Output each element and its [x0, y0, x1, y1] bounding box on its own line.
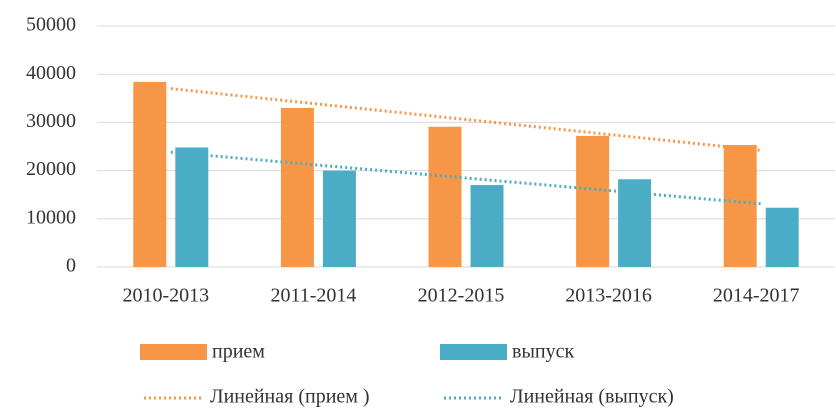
legend-label: прием [212, 341, 265, 363]
bar [280, 107, 314, 267]
bar [576, 135, 610, 267]
x-tick-label: 2014-2017 [713, 285, 800, 307]
legend-label: Линейная (выпуск) [510, 386, 674, 408]
y-tick-label: 40000 [26, 62, 76, 84]
y-tick-label: 30000 [26, 110, 76, 132]
x-tick-label: 2013-2016 [565, 285, 652, 307]
trendline [170, 150, 762, 206]
legend-swatch [140, 344, 207, 360]
legend-label: Линейная (прием ) [210, 386, 370, 408]
bar [133, 81, 167, 267]
x-tick-label: 2012-2015 [418, 285, 505, 307]
legend-swatch [440, 344, 507, 360]
bar [175, 147, 209, 267]
x-tick-label: 2010-2013 [122, 285, 209, 307]
bar [723, 145, 757, 267]
y-tick-label: 50000 [26, 14, 76, 36]
trendline [170, 87, 762, 152]
bar [428, 126, 462, 267]
y-tick-label: 20000 [26, 158, 76, 180]
y-tick-label: 0 [66, 255, 76, 277]
y-tick-label: 10000 [26, 206, 76, 228]
bar [322, 170, 356, 267]
bar [765, 207, 799, 267]
legend-label: выпуск [512, 341, 574, 363]
x-tick-label: 2011-2014 [270, 285, 356, 307]
bar [470, 185, 504, 267]
